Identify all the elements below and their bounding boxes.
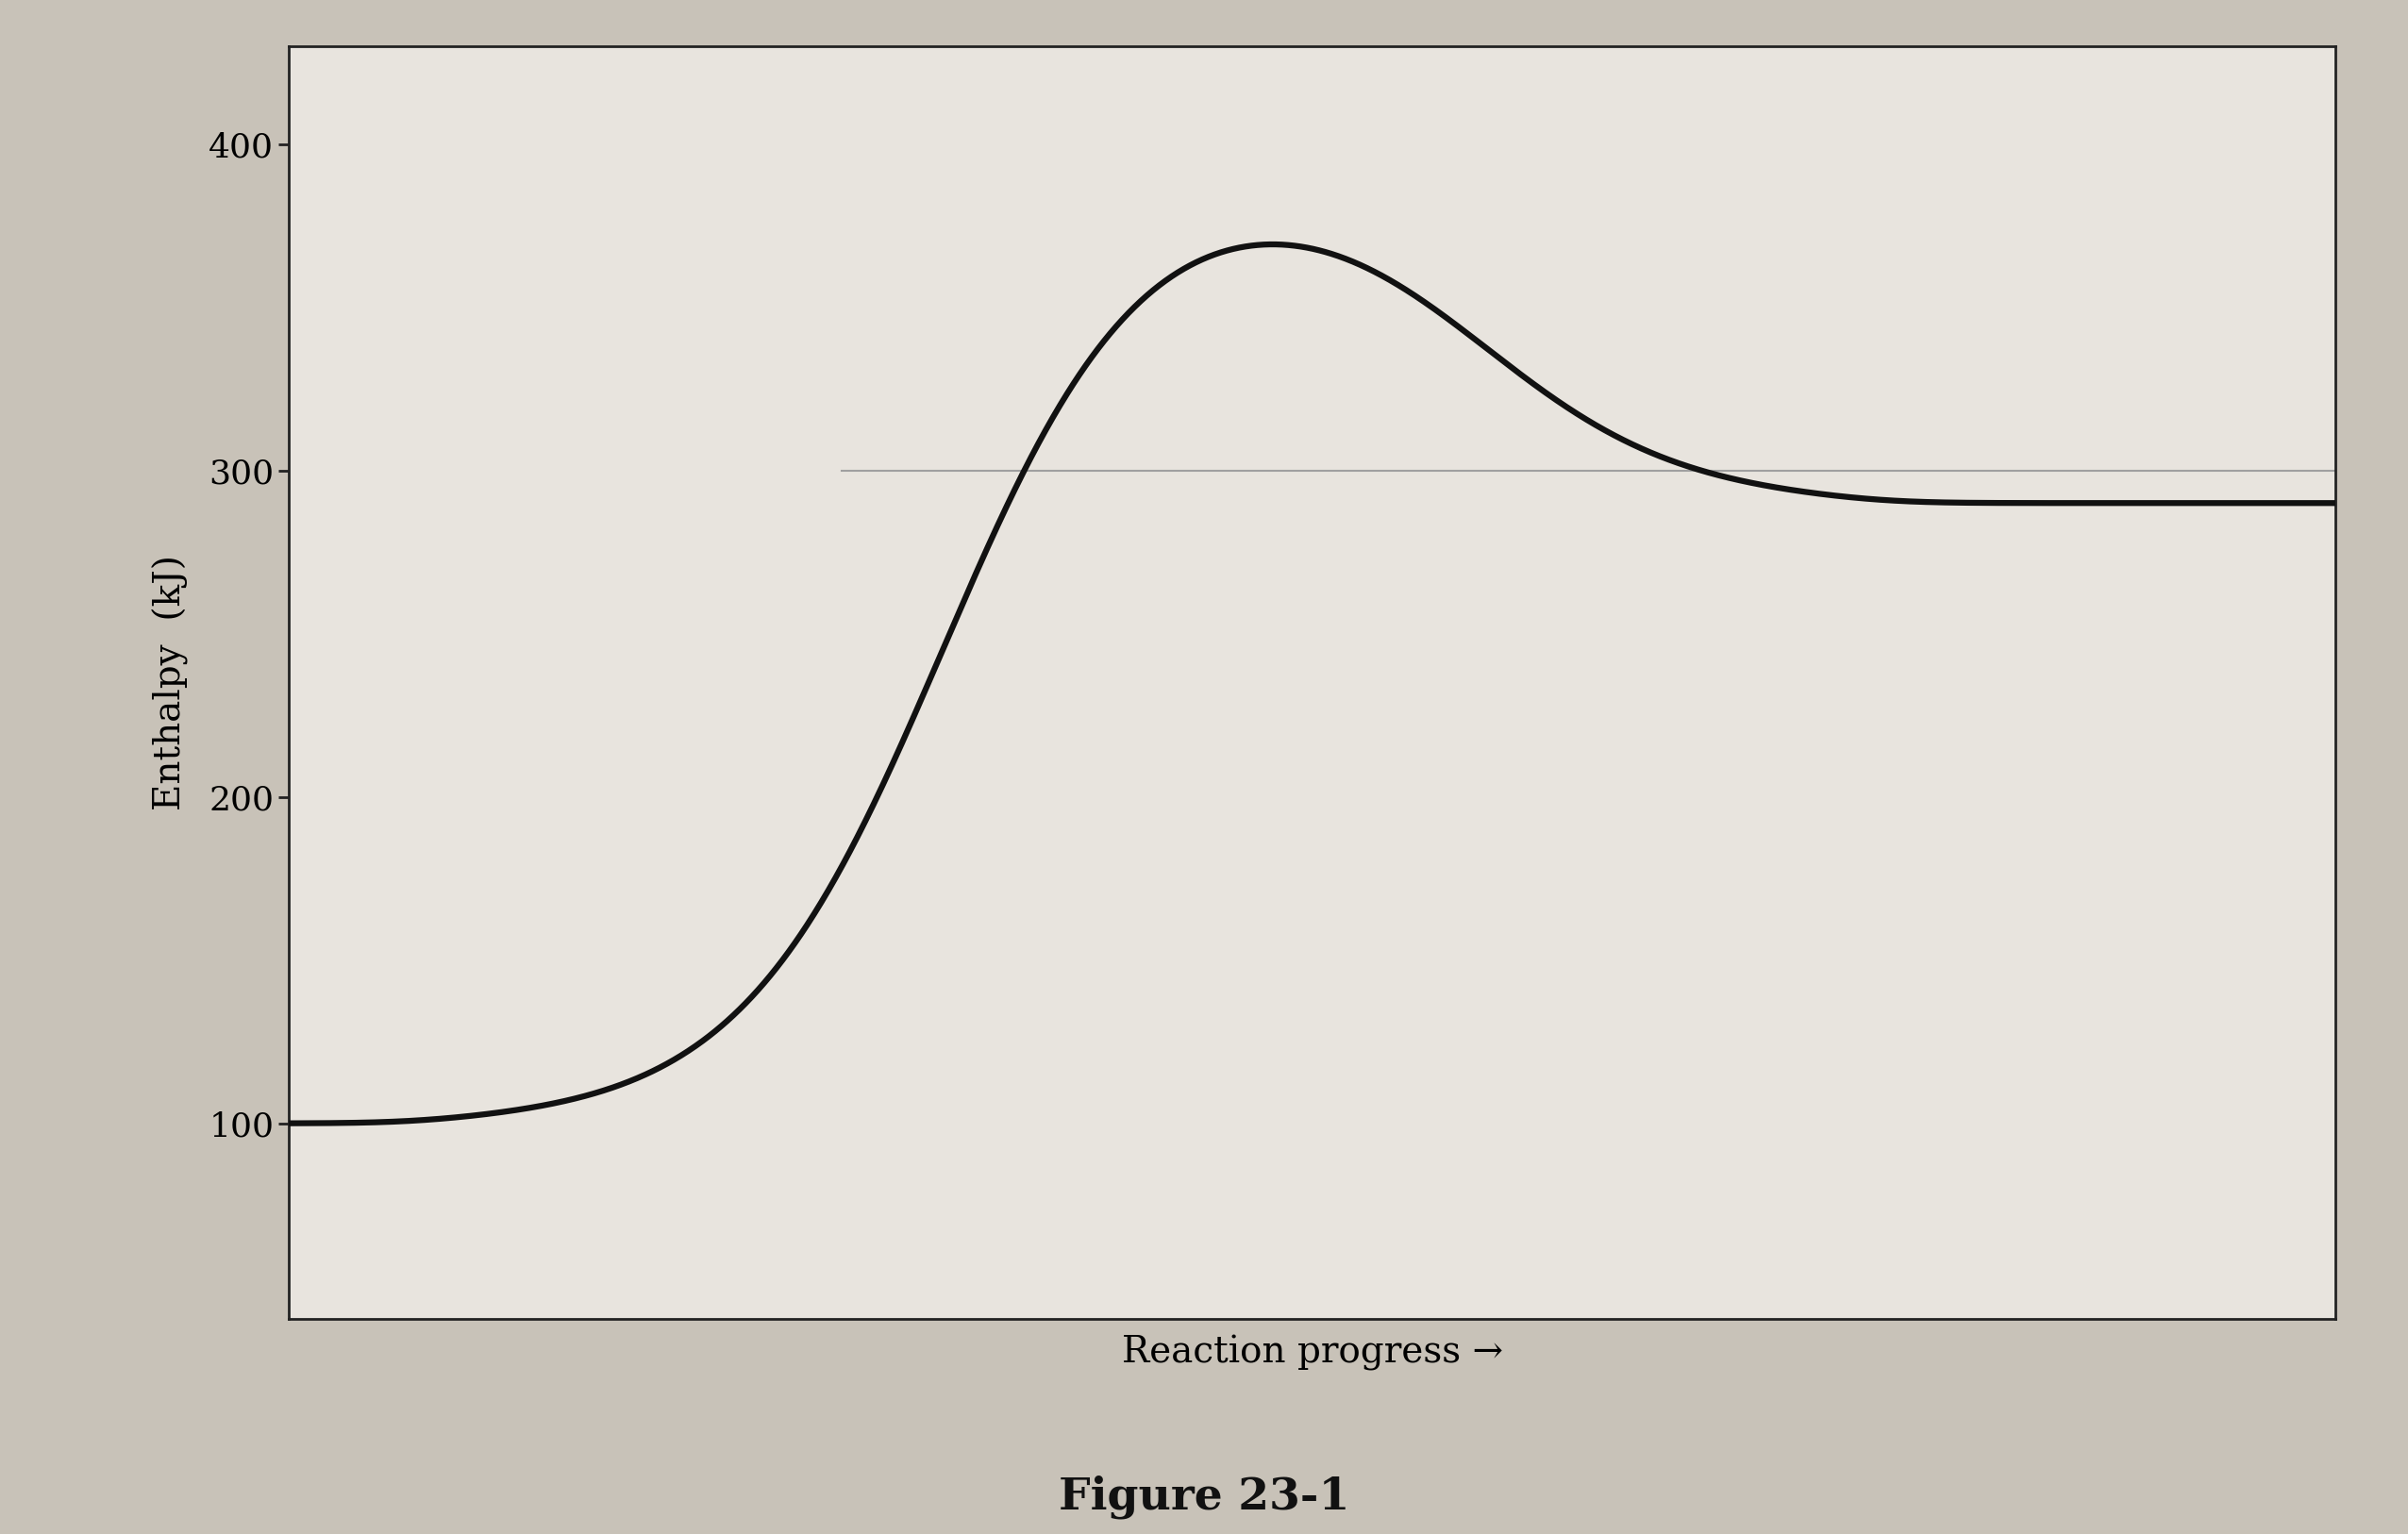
Y-axis label: Enthalpy  (kJ): Enthalpy (kJ) [152,555,188,810]
Text: Figure 23-1: Figure 23-1 [1060,1474,1348,1519]
X-axis label: Reaction progress →: Reaction progress → [1122,1335,1503,1371]
